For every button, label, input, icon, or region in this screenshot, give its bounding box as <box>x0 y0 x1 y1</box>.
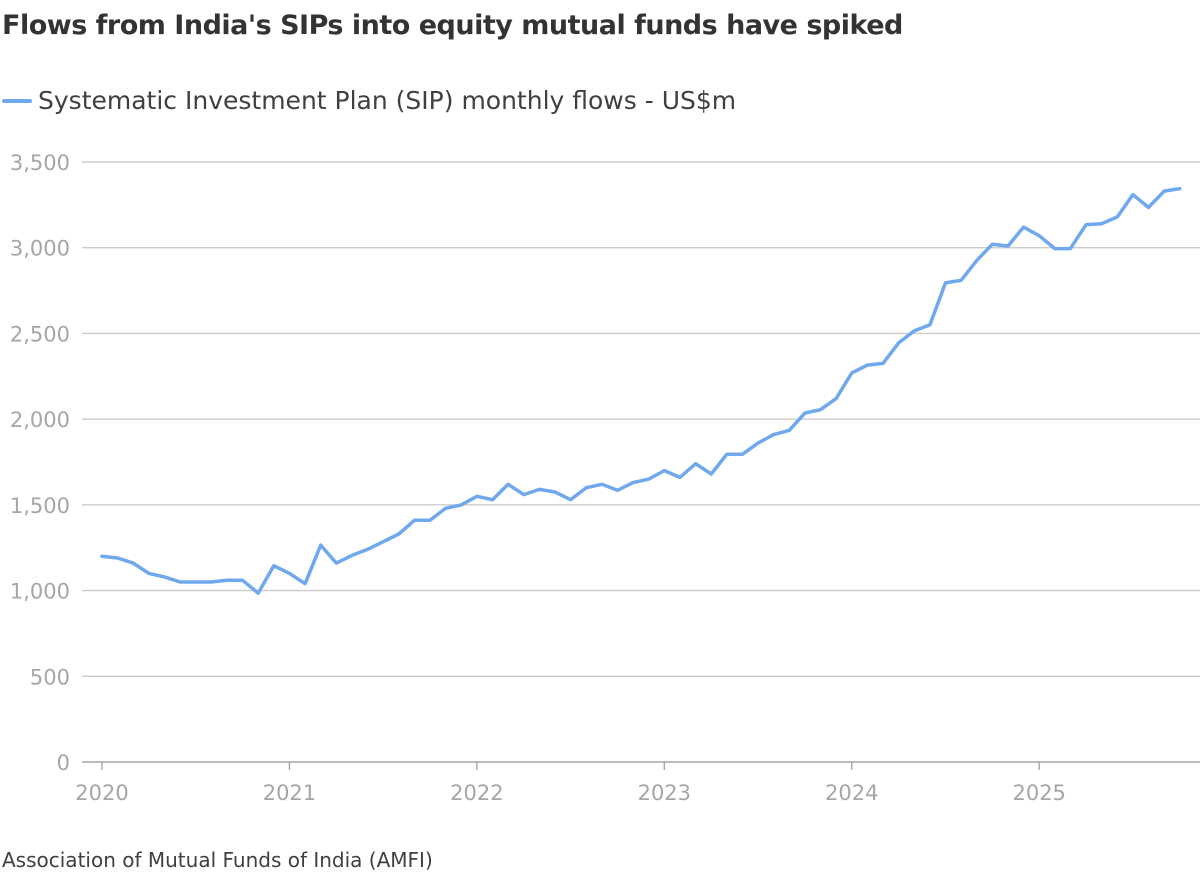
legend-label: Systematic Investment Plan (SIP) monthly… <box>38 86 737 115</box>
legend: Systematic Investment Plan (SIP) monthly… <box>2 86 736 115</box>
x-tick-label: 2025 <box>1012 781 1065 805</box>
series-line <box>100 186 1182 595</box>
x-tick-label: 2024 <box>825 781 878 805</box>
y-tick-label: 0 <box>57 751 70 775</box>
y-tick-label: 3,500 <box>10 151 70 175</box>
source-note: Association of Mutual Funds of India (AM… <box>2 848 433 872</box>
y-tick-label: 500 <box>30 665 70 689</box>
x-tick-label: 2021 <box>263 781 316 805</box>
y-tick-label: 2,500 <box>10 322 70 346</box>
y-tick-label: 1,500 <box>10 494 70 518</box>
y-tick-label: 1,000 <box>10 580 70 604</box>
chart-title: Flows from India's SIPs into equity mutu… <box>2 10 903 41</box>
y-tick-label: 3,000 <box>10 237 70 261</box>
x-tick-label: 2022 <box>450 781 503 805</box>
y-tick-label: 2,000 <box>10 408 70 432</box>
x-tick-label: 2020 <box>75 781 128 805</box>
x-tick-label: 2023 <box>638 781 691 805</box>
legend-swatch <box>2 98 32 103</box>
